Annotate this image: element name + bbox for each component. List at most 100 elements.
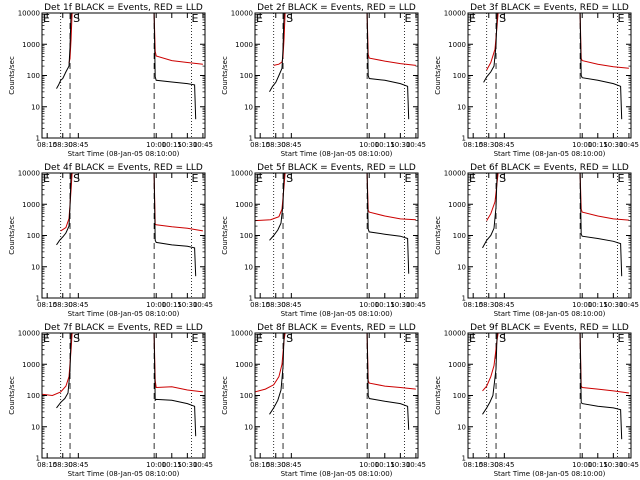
y-tick-label: 10 <box>244 263 253 271</box>
x-tick-label: 10:30 <box>603 301 623 309</box>
flag-label: E <box>469 12 476 25</box>
x-tick-label: 10:30 <box>177 301 197 309</box>
x-tick-label: 10:45 <box>619 141 639 149</box>
y-axis-label: Counts/sec <box>221 216 229 255</box>
y-axis-label: Counts/sec <box>221 56 229 95</box>
flag-label: E <box>43 172 50 185</box>
y-tick-label: 10 <box>31 263 40 271</box>
flag-label: E <box>43 332 50 345</box>
chart-title: Det 6f BLACK = Events, RED = LLD <box>470 163 629 173</box>
y-tick-label: 10000 <box>18 10 40 18</box>
y-tick-label: 1 <box>462 295 466 303</box>
series-line <box>255 173 416 222</box>
x-tick-label: 08:30 <box>266 141 286 149</box>
y-tick-label: 10 <box>31 423 40 431</box>
plot-frame <box>467 12 632 139</box>
x-tick-label: 08:30 <box>53 301 73 309</box>
flag-label: S <box>286 12 293 25</box>
chart-title: Det 3f BLACK = Events, RED = LLD <box>470 3 629 13</box>
x-tick-label: 10:45 <box>193 301 213 309</box>
x-tick-label: 10:00 <box>146 461 166 469</box>
x-tick-label: 08:45 <box>68 141 88 149</box>
plot-frame <box>41 12 206 139</box>
y-axis-label: Counts/sec <box>434 216 442 255</box>
y-tick-label: 100 <box>453 72 466 80</box>
flag-label: S <box>286 172 293 185</box>
y-tick-label: 1000 <box>22 41 40 49</box>
x-axis-label: Start Time (08-Jan-05 08:10:00) <box>494 150 606 158</box>
flag-label: S <box>499 332 506 345</box>
flag-label: E <box>256 332 263 345</box>
y-tick-label: 1000 <box>235 41 253 49</box>
x-tick-label: 10:45 <box>193 141 213 149</box>
series-line <box>255 333 416 393</box>
x-tick-label: 10:45 <box>193 461 213 469</box>
y-tick-label: 100 <box>453 232 466 240</box>
y-axis-label: Counts/sec <box>8 216 16 255</box>
chart-title: Det 9f BLACK = Events, RED = LLD <box>470 323 629 333</box>
x-tick-label: 08:30 <box>266 461 286 469</box>
x-tick-label: 08:45 <box>281 461 301 469</box>
y-tick-label: 10000 <box>231 330 253 338</box>
flag-label: S <box>499 12 506 25</box>
x-tick-label: 10:00 <box>359 301 379 309</box>
x-tick-label: 10:15 <box>162 141 182 149</box>
flag-label: E <box>256 12 263 25</box>
y-tick-label: 1 <box>249 135 253 143</box>
y-tick-label: 100 <box>27 392 40 400</box>
y-axis-label: Counts/sec <box>221 376 229 415</box>
series-line <box>486 173 629 221</box>
x-tick-label: 10:00 <box>359 141 379 149</box>
x-tick-label: 08:45 <box>494 461 514 469</box>
series-line <box>482 173 623 277</box>
x-tick-label: 10:15 <box>588 461 608 469</box>
x-tick-label: 10:30 <box>177 461 197 469</box>
x-tick-label: 10:00 <box>572 141 592 149</box>
x-tick-label: 08:15 <box>463 461 483 469</box>
x-tick-label: 08:45 <box>494 301 514 309</box>
chart-title: Det 5f BLACK = Events, RED = LLD <box>257 163 416 173</box>
y-axis-label: Counts/sec <box>8 376 16 415</box>
y-axis-label: Counts/sec <box>434 376 442 415</box>
y-tick-label: 10 <box>457 263 466 271</box>
series-line <box>60 173 203 232</box>
flag-label: E <box>405 12 412 25</box>
x-tick-label: 08:15 <box>37 301 57 309</box>
y-tick-label: 1 <box>249 455 253 463</box>
y-axis-label: Counts/sec <box>8 56 16 95</box>
x-tick-label: 10:15 <box>588 301 608 309</box>
x-tick-label: 08:15 <box>463 141 483 149</box>
x-tick-label: 08:15 <box>250 301 270 309</box>
flag-label: S <box>73 172 80 185</box>
y-tick-label: 10000 <box>231 170 253 178</box>
series-line <box>56 173 197 277</box>
y-tick-label: 100 <box>240 232 253 240</box>
y-tick-label: 10000 <box>231 10 253 18</box>
x-axis-label: Start Time (08-Jan-05 08:10:00) <box>281 150 393 158</box>
y-tick-label: 1000 <box>22 201 40 209</box>
series-line <box>269 333 410 430</box>
x-tick-label: 08:30 <box>266 301 286 309</box>
plot-frame <box>41 172 206 299</box>
series-line <box>486 13 629 71</box>
x-tick-label: 10:15 <box>162 461 182 469</box>
y-tick-label: 10000 <box>18 330 40 338</box>
flag-label: E <box>192 332 199 345</box>
y-tick-label: 1000 <box>448 361 466 369</box>
x-tick-label: 10:30 <box>390 141 410 149</box>
x-tick-label: 10:45 <box>619 301 639 309</box>
flag-label: E <box>618 172 625 185</box>
x-tick-label: 10:15 <box>162 301 182 309</box>
y-tick-label: 10000 <box>18 170 40 178</box>
x-tick-label: 10:15 <box>588 141 608 149</box>
flag-label: E <box>192 12 199 25</box>
x-tick-label: 08:30 <box>53 141 73 149</box>
x-axis-label: Start Time (08-Jan-05 08:10:00) <box>281 310 393 318</box>
y-tick-label: 10 <box>457 423 466 431</box>
x-tick-label: 10:45 <box>406 301 426 309</box>
x-tick-label: 10:45 <box>406 141 426 149</box>
x-tick-label: 10:15 <box>375 301 395 309</box>
